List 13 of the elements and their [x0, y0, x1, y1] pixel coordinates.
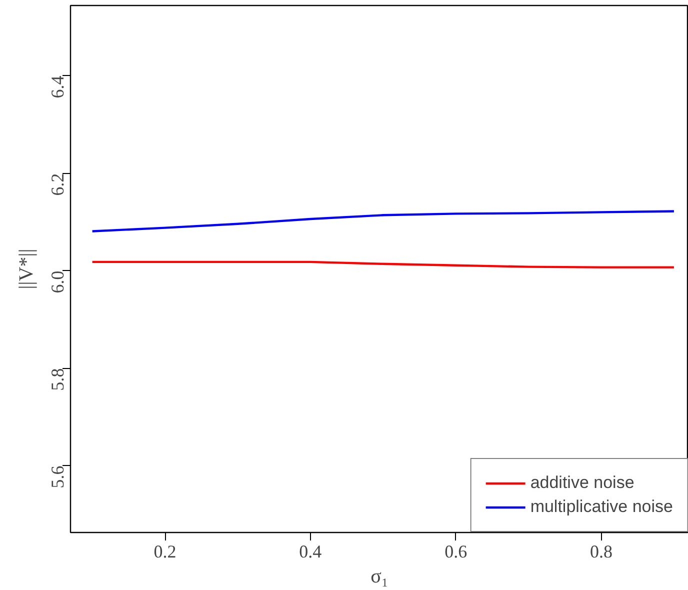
y-tick-label: 5.6	[48, 466, 68, 488]
legend-label: additive noise	[530, 473, 634, 493]
x-tick-label: 0.6	[444, 542, 468, 562]
y-tick-label: 6.4	[48, 76, 68, 98]
legend-label: multiplicative noise	[530, 497, 673, 517]
y-tick-label: 6.2	[48, 173, 68, 196]
y-tick-label: 5.8	[48, 368, 68, 391]
y-tick-label: 6.0	[48, 270, 68, 294]
x-tick-label: 0.2	[154, 542, 176, 562]
x-axis-title: σ₁	[370, 566, 388, 588]
x-tick-label: 0.4	[299, 542, 322, 562]
y-axis-title: ||V*||	[16, 248, 38, 290]
x-tick-label: 0.8	[590, 542, 613, 562]
